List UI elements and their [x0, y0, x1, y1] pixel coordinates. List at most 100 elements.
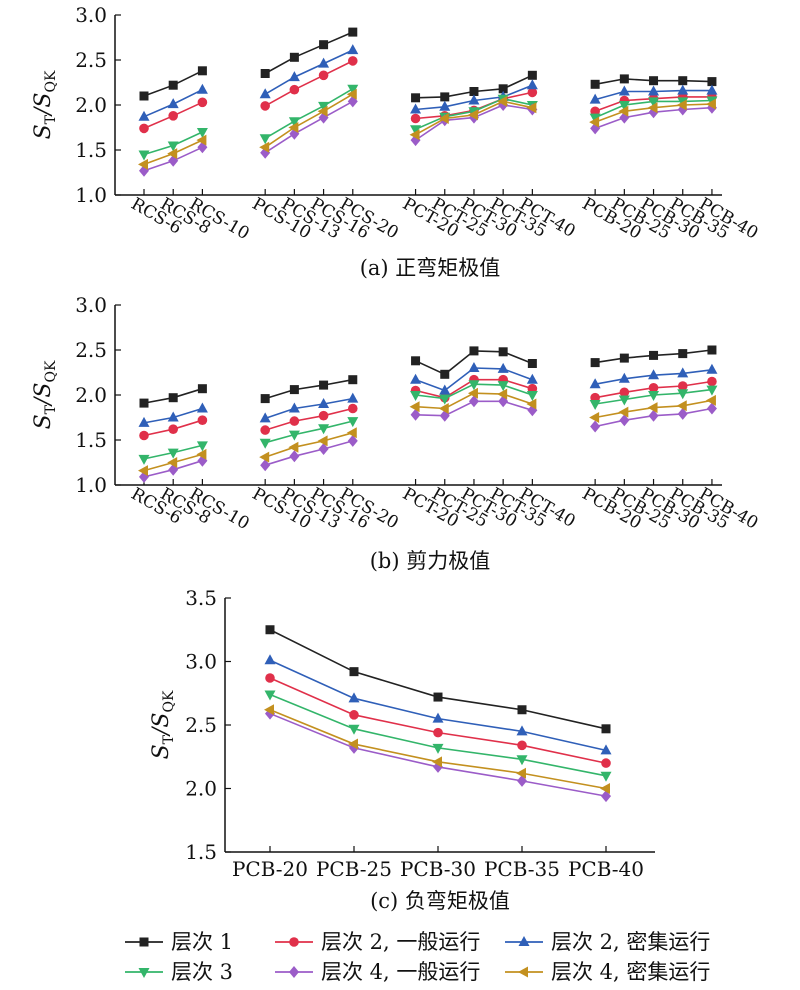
data-point-series-1 [707, 77, 717, 87]
data-point-series-1 [319, 380, 329, 390]
y-label-slash: / [149, 725, 174, 737]
data-point-series-2 [289, 416, 300, 426]
data-point-series-3 [259, 412, 271, 423]
data-point-series-6 [497, 388, 508, 400]
legend-entry-1: 层次 1 [171, 930, 233, 954]
data-point-series-3 [497, 362, 509, 373]
data-point-series-5 [289, 450, 300, 463]
legend-entry-4: 层次 3 [171, 960, 233, 984]
series-line-2 [264, 60, 354, 107]
data-point-series-4 [167, 141, 179, 152]
data-point-series-3 [600, 744, 612, 755]
data-point-series-6 [288, 441, 299, 453]
y-axis-label: ST/SQK [149, 690, 177, 759]
data-point-series-1 [527, 70, 537, 80]
data-point-series-3 [167, 411, 179, 422]
data-point-series-3 [348, 692, 360, 703]
data-point-series-4 [348, 724, 360, 735]
data-point-series-5 [347, 434, 358, 447]
data-point-series-6 [676, 99, 687, 111]
y-tick-label: 2.0 [75, 93, 107, 117]
y-label-subscript: QK [43, 360, 59, 382]
y-tick-label: 1.5 [75, 138, 107, 162]
data-point-series-2 [349, 710, 359, 720]
data-point-series-4 [259, 134, 271, 145]
data-point-series-1 [265, 625, 275, 635]
y-label-symbol: S [149, 713, 174, 728]
y-tick-label: 2.0 [75, 383, 107, 407]
data-point-series-2 [197, 415, 208, 426]
data-point-series-4 [347, 417, 359, 428]
data-point-series-3 [167, 98, 179, 109]
data-point-series-1 [707, 345, 717, 355]
data-point-series-5 [706, 402, 717, 415]
data-point-series-4 [468, 380, 480, 391]
data-point-series-1 [498, 347, 508, 357]
data-point-series-1 [619, 353, 629, 363]
y-tick-label: 2.5 [185, 713, 217, 737]
y-label-subscript: QK [161, 690, 177, 712]
data-point-series-6 [409, 401, 420, 413]
x-category-label: PCB-35 [484, 857, 560, 881]
y-label-symbol: S [149, 744, 174, 759]
data-point-series-6 [167, 148, 178, 160]
data-point-series-1 [319, 40, 329, 50]
data-point-series-6 [138, 465, 148, 477]
data-point-series-6 [438, 113, 449, 124]
legend-marker-6 [518, 966, 528, 978]
data-point-series-2 [433, 727, 443, 738]
data-point-series-1 [649, 350, 659, 360]
data-point-series-4 [648, 391, 660, 401]
legend-marker-1 [139, 937, 149, 947]
data-point-series-4 [138, 150, 150, 161]
legend-entry-3: 层次 2, 密集运行 [551, 930, 710, 954]
data-point-series-2 [410, 113, 421, 124]
data-point-series-2 [648, 383, 659, 393]
data-point-series-1 [469, 346, 479, 356]
data-point-series-2 [677, 381, 688, 391]
data-point-series-1 [139, 91, 149, 101]
data-point-series-1 [348, 27, 358, 37]
data-point-series-3 [318, 57, 330, 68]
data-point-series-4 [516, 755, 528, 766]
data-point-series-1 [440, 369, 450, 379]
data-point-series-4 [600, 771, 612, 782]
data-point-series-6 [288, 122, 299, 133]
data-point-series-6 [618, 105, 629, 117]
data-point-series-1 [678, 76, 688, 86]
data-point-series-1 [168, 80, 178, 90]
data-point-series-4 [648, 97, 660, 108]
data-point-series-1 [197, 384, 207, 394]
data-point-series-2 [601, 758, 611, 768]
data-point-series-3 [439, 384, 451, 395]
data-point-series-4 [618, 101, 630, 111]
data-point-series-4 [410, 125, 422, 136]
data-point-series-6 [138, 158, 148, 170]
data-point-series-4 [288, 117, 300, 128]
data-point-series-1 [260, 394, 270, 404]
series-line-3 [264, 49, 354, 95]
data-point-series-3 [318, 398, 330, 408]
panel-caption: (a) 正弯矩极值 [360, 256, 501, 280]
data-point-series-2 [517, 740, 527, 751]
y-tick-label: 3.5 [185, 586, 217, 610]
y-label-subscript: T [43, 404, 59, 414]
panel-caption: (c) 负弯矩极值 [370, 889, 510, 913]
data-point-series-2 [527, 87, 538, 98]
data-point-series-6 [317, 435, 328, 447]
data-point-series-2 [289, 84, 300, 95]
data-point-series-3 [468, 94, 480, 105]
data-point-series-1 [619, 74, 629, 84]
data-point-series-6 [196, 448, 207, 460]
data-point-series-1 [590, 358, 600, 368]
data-point-series-6 [317, 105, 328, 117]
x-category-label: PCB-20 [232, 857, 308, 881]
data-point-series-4 [347, 84, 359, 95]
data-point-series-1 [289, 52, 299, 62]
data-point-series-6 [705, 98, 716, 110]
series-line-5 [269, 712, 607, 797]
y-tick-label: 1.5 [185, 840, 217, 864]
data-point-series-1 [260, 69, 270, 78]
y-tick-label: 2.5 [75, 338, 107, 362]
legend-entry-2: 层次 2, 一般运行 [321, 930, 480, 954]
